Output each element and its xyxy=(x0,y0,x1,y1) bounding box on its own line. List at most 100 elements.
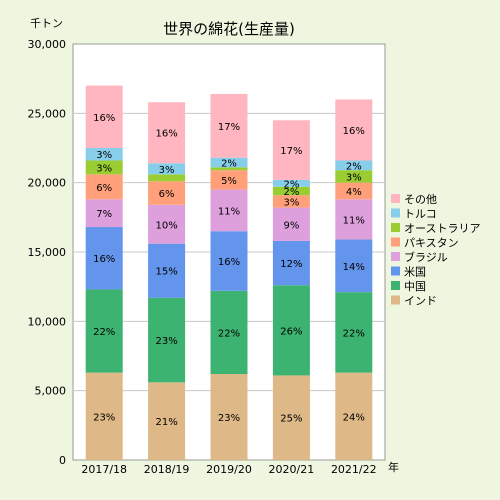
data-label: 22% xyxy=(343,328,365,339)
data-label: 15% xyxy=(155,267,177,278)
bar-segment xyxy=(210,290,248,375)
bar-segment xyxy=(335,160,373,171)
bar-segment xyxy=(272,207,310,241)
data-label: 3% xyxy=(346,172,362,183)
y-tick-label: 25,000 xyxy=(28,107,67,120)
bar-segment xyxy=(148,163,186,175)
bar-segment xyxy=(85,148,123,161)
bars xyxy=(85,85,373,460)
data-label: 16% xyxy=(93,113,115,124)
data-label: 2% xyxy=(283,187,299,198)
legend-label: オーストラリア xyxy=(404,222,480,235)
x-tick-label: 2021/22 xyxy=(331,463,377,476)
bar-segment xyxy=(148,181,186,205)
data-label: 5% xyxy=(221,176,237,187)
axes: 0 5,000 10,000 15,000 20,000 25,000 30,000 2017… xyxy=(28,38,377,476)
y-axis-label: 千トン xyxy=(30,17,63,30)
data-label: 4% xyxy=(346,187,362,198)
legend-swatch xyxy=(391,237,400,247)
bar-segment xyxy=(85,227,123,290)
legend-swatch xyxy=(391,281,400,290)
bar-segment xyxy=(272,120,310,180)
bar-segment xyxy=(272,179,310,187)
data-label: 24% xyxy=(343,412,365,423)
x-tick-label: 2019/20 xyxy=(206,463,252,476)
bar-segment xyxy=(148,204,186,244)
legend-label: 中国 xyxy=(404,280,426,293)
bar-segment xyxy=(85,174,123,200)
legend-label: その他 xyxy=(404,193,437,206)
data-label: 9% xyxy=(283,220,299,231)
data-label: 16% xyxy=(155,129,177,140)
bar-segment xyxy=(148,243,186,298)
x-tick-label: 2020/21 xyxy=(269,463,315,476)
data-label: 3% xyxy=(283,197,299,208)
data-label: 3% xyxy=(96,150,112,161)
bar-segment xyxy=(335,372,373,460)
legend-swatch xyxy=(391,252,400,261)
segment-labels: 23% 22% 16% 7% 6% 3% 3% 16% 21% 23% 15% 10% 6% 3% 16% 2… xyxy=(93,113,365,428)
data-label: 2% xyxy=(346,161,362,172)
bar-segment xyxy=(85,289,123,373)
bar-segment xyxy=(210,231,248,291)
bar-segment xyxy=(85,85,123,148)
legend-label: トルコ xyxy=(404,208,437,221)
x-tick-label: 2017/18 xyxy=(81,463,127,476)
data-label: 6% xyxy=(96,183,112,194)
data-label: 17% xyxy=(218,122,240,133)
x-axis-label: 年 xyxy=(388,460,399,474)
legend-swatch xyxy=(391,194,400,203)
bar-segment xyxy=(335,170,373,183)
bar-segment xyxy=(272,285,310,376)
data-label: 22% xyxy=(218,328,240,339)
legend-swatch xyxy=(391,295,400,305)
data-label: 17% xyxy=(280,146,302,157)
data-label: 12% xyxy=(280,259,302,270)
data-label: 21% xyxy=(155,417,177,428)
bar-segment xyxy=(335,239,373,293)
data-label: 2% xyxy=(221,159,237,170)
y-tick-label: 10,000 xyxy=(28,315,67,328)
bar-segment xyxy=(210,189,248,232)
data-label: 2% xyxy=(283,179,299,190)
y-tick-label: 15,000 xyxy=(28,246,67,259)
x-tick-label: 2018/19 xyxy=(144,463,190,476)
legend-label: 米国 xyxy=(404,266,426,279)
bar-segment xyxy=(335,199,373,240)
legend-label: ブラジル xyxy=(404,250,448,264)
chart-title: 世界の綿花(生産量) xyxy=(163,20,295,38)
data-label: 25% xyxy=(280,414,302,425)
data-label: 23% xyxy=(155,336,177,347)
bar-segment xyxy=(85,372,123,460)
data-label: 7% xyxy=(96,209,112,220)
bar-segment xyxy=(210,167,248,171)
data-label: 26% xyxy=(280,326,302,337)
bar-segment xyxy=(210,374,248,460)
bar-segment xyxy=(210,93,248,158)
bar-segment xyxy=(272,186,310,196)
y-tick-label: 5,000 xyxy=(35,385,67,398)
legend-swatch xyxy=(391,208,400,218)
data-label: 6% xyxy=(159,189,175,200)
data-label: 16% xyxy=(93,254,115,265)
data-label: 16% xyxy=(218,257,240,268)
bar-segment xyxy=(148,174,186,182)
bar-segment xyxy=(85,199,123,228)
data-label: 23% xyxy=(218,413,240,424)
bar-segment xyxy=(335,292,373,373)
bar-segment xyxy=(272,195,310,208)
bar-segment xyxy=(210,170,248,190)
bar-segment xyxy=(272,375,310,460)
bar-segment xyxy=(148,382,186,460)
data-label: 10% xyxy=(155,220,177,231)
legend-swatch xyxy=(391,266,400,276)
y-tick-label: 30,000 xyxy=(28,38,67,51)
data-label: 22% xyxy=(93,327,115,338)
y-tick-label: 20,000 xyxy=(28,177,67,190)
y-tick-label: 0 xyxy=(59,454,66,467)
data-label: 16% xyxy=(343,126,365,137)
data-label: 11% xyxy=(218,206,240,217)
data-label: 3% xyxy=(96,163,112,174)
